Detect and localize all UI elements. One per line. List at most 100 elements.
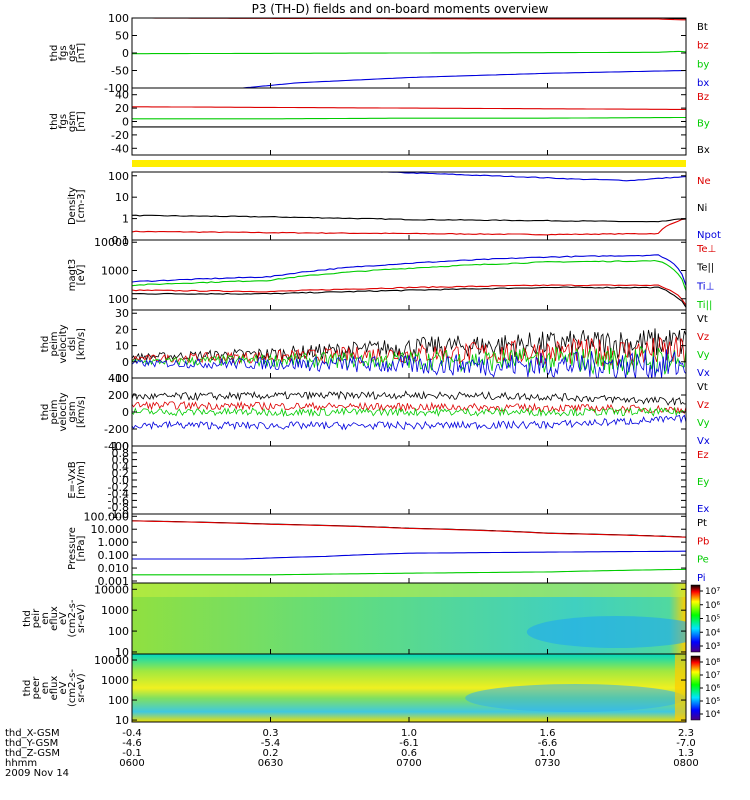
legend-label: Vy	[697, 350, 710, 361]
legend-label: Vz	[697, 400, 709, 411]
series-line-velocity_gsm-1	[132, 400, 686, 414]
x-axis-value: 0800	[673, 758, 698, 769]
x-axis-value: 0.3	[263, 728, 279, 739]
y-tick-label: 30	[115, 307, 129, 320]
colorbar-tick-label: 10⁵	[705, 615, 720, 625]
legend-label: Ni	[697, 203, 707, 214]
legend-label: Ey	[697, 477, 709, 488]
plot-area-ion_spectrogram	[132, 583, 686, 654]
y-tick-label: 100	[108, 694, 129, 707]
y-tick-label: 10.000	[91, 523, 130, 536]
y-tick-label: 50	[115, 30, 129, 43]
y-tick-label: 0	[122, 116, 129, 129]
legend-label: Bz	[697, 92, 709, 103]
y-axis-label: thd	[22, 680, 33, 697]
series-line-temperature-1	[132, 286, 686, 308]
plot-area-density	[132, 172, 686, 236]
plot-area-temperature	[132, 254, 686, 308]
y-axis-label: thd	[40, 336, 51, 353]
colorbar-tick-label: 10⁶	[705, 684, 720, 694]
y-axis-label: eflux	[49, 606, 60, 631]
legend-label: Ne	[697, 176, 711, 187]
panel-frame	[131, 87, 687, 156]
y-axis-label: Pressure	[67, 527, 78, 570]
y-axis-label: [nPa]	[76, 535, 87, 561]
y-axis-label: (cm2-s-	[67, 599, 78, 637]
y-tick-label: 10	[115, 646, 129, 659]
y-axis-label: eflux	[49, 676, 60, 701]
series-line-temperature-2	[132, 254, 686, 286]
time-axis: thd_X-GSM -0.4 0.3 1.0 1.6 2.3 thd_Y-GSM -4.6 -5…	[5, 728, 699, 769]
plot-area-fgs_gsm	[132, 106, 686, 128]
y-tick-label: 1000	[101, 264, 129, 277]
y-tick-label: 100	[108, 12, 129, 25]
x-axis-value: 0.2	[263, 748, 279, 759]
legend-label: Pi	[697, 573, 706, 584]
y-tick-label: -200	[104, 423, 129, 436]
y-axis-label: fgs	[58, 114, 69, 129]
series-line-pressure-2	[132, 568, 686, 576]
y-tick-label: 100	[108, 170, 129, 183]
y-axis-label: fgs	[58, 45, 69, 60]
y-axis-label: thd	[49, 45, 60, 62]
legend-label: Ti⊥	[696, 281, 714, 292]
quality-flag-bar	[132, 160, 686, 167]
legend-label: Vz	[697, 332, 709, 343]
y-axis-label: (cm2-s-	[67, 669, 78, 707]
y-axis-label: gsm	[67, 111, 78, 132]
series-line-velocity_dsl-1	[132, 336, 686, 367]
colorbar-tick-label: 10⁸	[705, 658, 720, 668]
y-tick-label: 0	[122, 47, 129, 60]
y-tick-label: 0.001	[98, 575, 130, 588]
series-line-density-1	[132, 214, 686, 223]
y-axis-label: sr-eV)	[76, 673, 87, 702]
legend-label: Vt	[697, 314, 708, 325]
y-tick-label: 0.1	[112, 234, 130, 247]
y-tick-label: 10	[115, 191, 129, 204]
y-axis-label: peer	[31, 676, 42, 700]
colorbar-tick-label: 10⁴	[705, 710, 720, 720]
y-tick-label: 1000	[101, 604, 129, 617]
series-line-fgs_gse-2	[132, 50, 686, 55]
x-axis-value: -5.4	[261, 738, 281, 749]
x-axis-value: 1.0	[540, 748, 556, 759]
series-line-fgs_gsm-1	[132, 116, 686, 120]
series-line-velocity_dsl-2	[132, 346, 686, 375]
x-axis-value: 1.3	[678, 748, 694, 759]
spectrogram-lowflux	[526, 616, 686, 648]
colorbar	[690, 584, 701, 653]
y-tick-label: -0.6	[108, 494, 129, 507]
legend-label: Ez	[697, 450, 709, 461]
y-tick-label: 0.6	[112, 454, 130, 467]
x-axis-value: 0730	[535, 758, 560, 769]
legend-label: Pb	[697, 536, 709, 547]
legend-label: Vx	[697, 436, 710, 447]
y-axis-label: [cm-3]	[76, 189, 87, 222]
plot-area-fgs_gse	[132, 18, 686, 88]
y-tick-label: 1.000	[98, 536, 130, 549]
legend-label: bz	[697, 41, 709, 52]
colorbar-tick-label: 10⁶	[705, 601, 720, 611]
y-axis-label: [nT]	[76, 111, 87, 131]
y-tick-label: 0.2	[112, 467, 130, 480]
legend-label: Te||	[696, 263, 714, 274]
x-axis-value: -6.6	[538, 738, 558, 749]
series-line-density-2	[381, 172, 686, 182]
panel-density: 100 10 1 0.1 Density[cm-3] Ne Ni Npot	[67, 170, 721, 247]
y-tick-label: -20	[111, 129, 129, 142]
colorbar-tick-label: 10⁴	[705, 628, 720, 638]
colorbar-tick-label: 10⁷	[705, 587, 720, 597]
series-line-fgs_gse-3	[132, 69, 686, 88]
legend-label: Bx	[697, 145, 710, 156]
y-tick-label: 1	[122, 213, 129, 226]
y-tick-label: 100	[108, 293, 129, 306]
y-tick-label: -0.4	[108, 488, 129, 501]
y-tick-label: 0.010	[98, 562, 130, 575]
y-tick-label: 10000	[94, 654, 129, 667]
panels-layer: 100500-50-100thdfgsgse[nT]Btbzbybx40200-…	[22, 12, 721, 727]
plot-area-pressure	[132, 520, 686, 576]
y-axis-label: thd	[40, 404, 51, 421]
